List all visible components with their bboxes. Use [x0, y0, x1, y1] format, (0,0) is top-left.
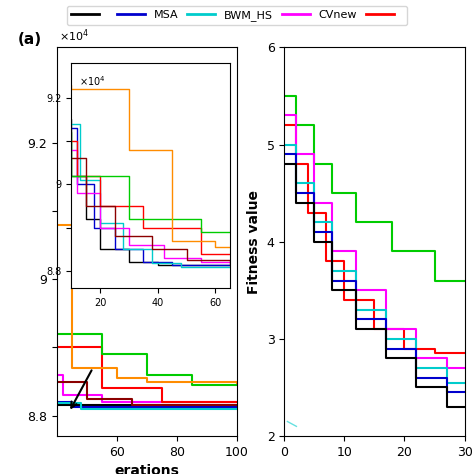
Text: $\times 10^4$: $\times 10^4$ [59, 27, 89, 44]
Text: (a): (a) [17, 31, 41, 46]
Legend: , MSA, BWM_HS, CVnew, : , MSA, BWM_HS, CVnew, [67, 6, 407, 25]
X-axis label: erations: erations [115, 465, 179, 474]
Y-axis label: Fitness value: Fitness value [247, 190, 261, 294]
